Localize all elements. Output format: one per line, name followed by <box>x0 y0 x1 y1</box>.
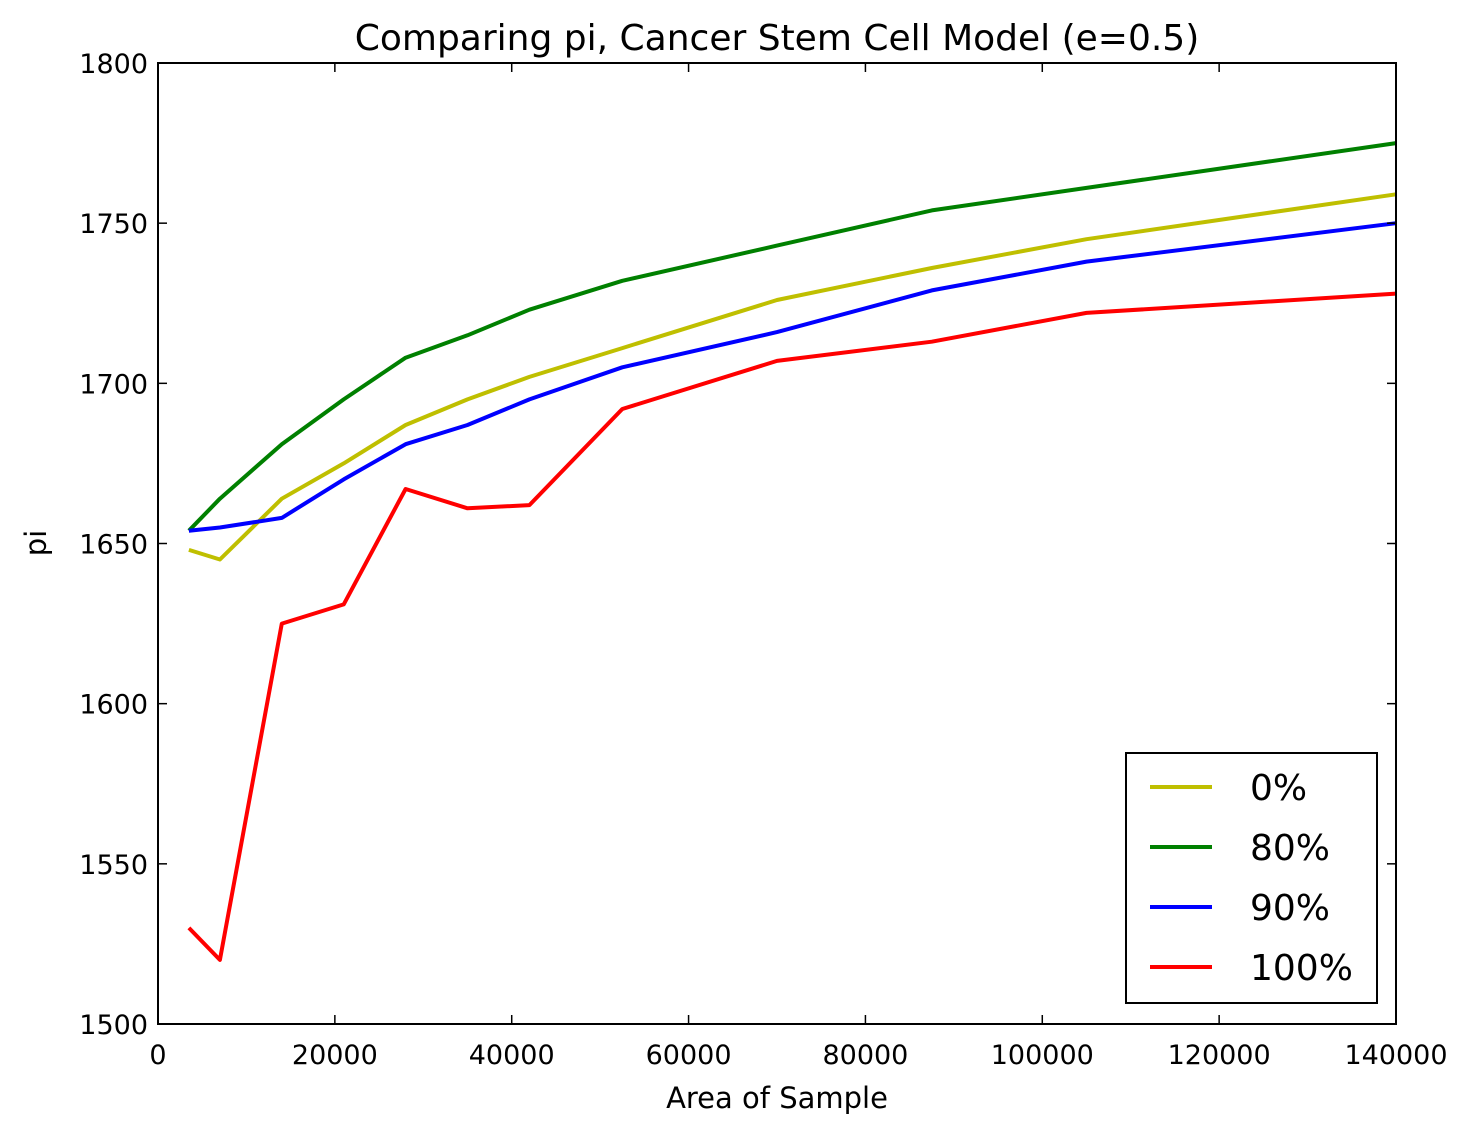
chart-title: Comparing pi, Cancer Stem Cell Model (e=… <box>355 18 1200 59</box>
y-tick-label-0: 1500 <box>79 1010 148 1041</box>
y-tick-label-4: 1700 <box>79 369 148 400</box>
x-tick-label-3: 60000 <box>646 1040 732 1071</box>
x-tick-label-2: 40000 <box>469 1040 555 1071</box>
x-tick-label-0: 0 <box>149 1040 166 1071</box>
series-line-1 <box>187 141 1397 533</box>
series-line-0 <box>188 192 1397 562</box>
legend-label-1: 80% <box>1250 828 1330 869</box>
y-tick-label-3: 1650 <box>79 530 148 561</box>
y-tick-label-2: 1600 <box>79 690 148 721</box>
x-tick-label-5: 100000 <box>991 1040 1094 1071</box>
legend-label-0: 0% <box>1250 768 1307 809</box>
x-tick-label-1: 20000 <box>292 1040 378 1071</box>
x-tick-label-4: 80000 <box>822 1040 908 1071</box>
series-line-3 <box>187 291 1397 962</box>
legend-label-2: 90% <box>1250 888 1330 929</box>
series-lines <box>187 141 1397 962</box>
y-tick-label-6: 1800 <box>79 49 148 80</box>
y-tick-label-5: 1750 <box>79 209 148 240</box>
legend-box <box>1125 752 1378 1004</box>
y-axis-label: pi <box>19 530 53 556</box>
x-tick-label-6: 120000 <box>1168 1040 1271 1071</box>
legend: 0% 80% 90% 100% <box>1125 752 1378 1004</box>
axis-ticks: 0 20000 40000 60000 80000 100000 120000 140000 1… <box>79 49 1447 1071</box>
y-tick-label-1: 1550 <box>79 850 148 881</box>
x-axis-label: Area of Sample <box>666 1081 888 1115</box>
series-line-2 <box>188 221 1397 533</box>
legend-label-3: 100% <box>1250 948 1353 989</box>
x-tick-label-7: 140000 <box>1344 1040 1447 1071</box>
